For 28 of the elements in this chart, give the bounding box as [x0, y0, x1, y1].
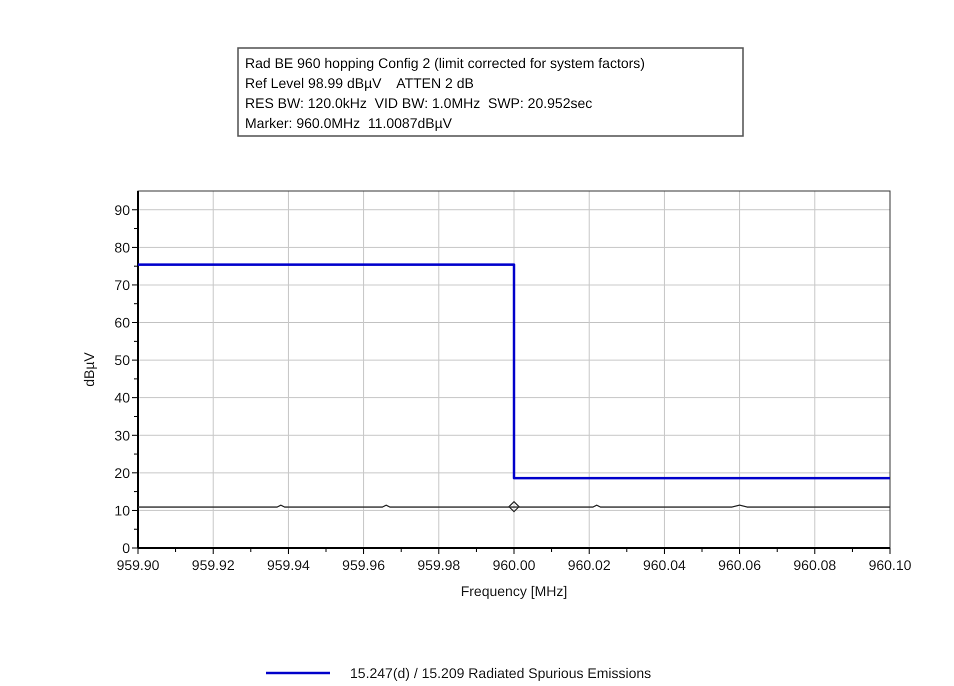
y-tick-label: 70: [114, 276, 130, 293]
x-tick-label: 959.96: [342, 557, 386, 573]
y-tick-label: 50: [114, 352, 130, 368]
chart-title: Rad BE 960 hopping Config 2 (limit corrected for system factors): [245, 55, 645, 71]
x-tick-label: 960.02: [568, 557, 611, 573]
x-tick-label: 959.98: [417, 557, 460, 573]
x-tick-label: 960.06: [718, 557, 762, 573]
x-tick-label: 959.94: [266, 557, 310, 573]
x-tick-label: 960.04: [642, 557, 686, 573]
y-axis-title: dBµV: [81, 352, 97, 387]
text: Ref Level 98.99 dBµV ATTEN 2 dB: [245, 75, 474, 91]
text: RES BW: 120.0kHz VID BW: 1.0MHz SWP: 20.952sec: [245, 95, 592, 111]
y-tick-label: 60: [114, 314, 130, 331]
x-tick-label: 959.90: [116, 557, 160, 573]
y-tick-label: 0: [122, 540, 130, 556]
y-tick-label: 90: [114, 202, 130, 218]
y-tick-label: 30: [114, 427, 130, 444]
legend-label: 15.247(d) / 15.209 Radiated Spurious Emissions: [350, 665, 652, 681]
x-tick-label: 960.08: [793, 557, 836, 573]
x-tick-label: 960.10: [868, 557, 912, 573]
y-tick-label: 20: [114, 464, 130, 481]
y-tick-label: 80: [114, 239, 130, 256]
y-tick-label: 40: [114, 390, 130, 406]
text: Marker: 960.0MHz 11.0087dBµV: [245, 115, 453, 131]
x-axis-title: Frequency [MHz]: [460, 583, 568, 599]
y-tick-label: 10: [114, 502, 130, 518]
x-tick-label: 959.92: [192, 557, 235, 573]
x-tick-label: 960.00: [492, 557, 536, 573]
